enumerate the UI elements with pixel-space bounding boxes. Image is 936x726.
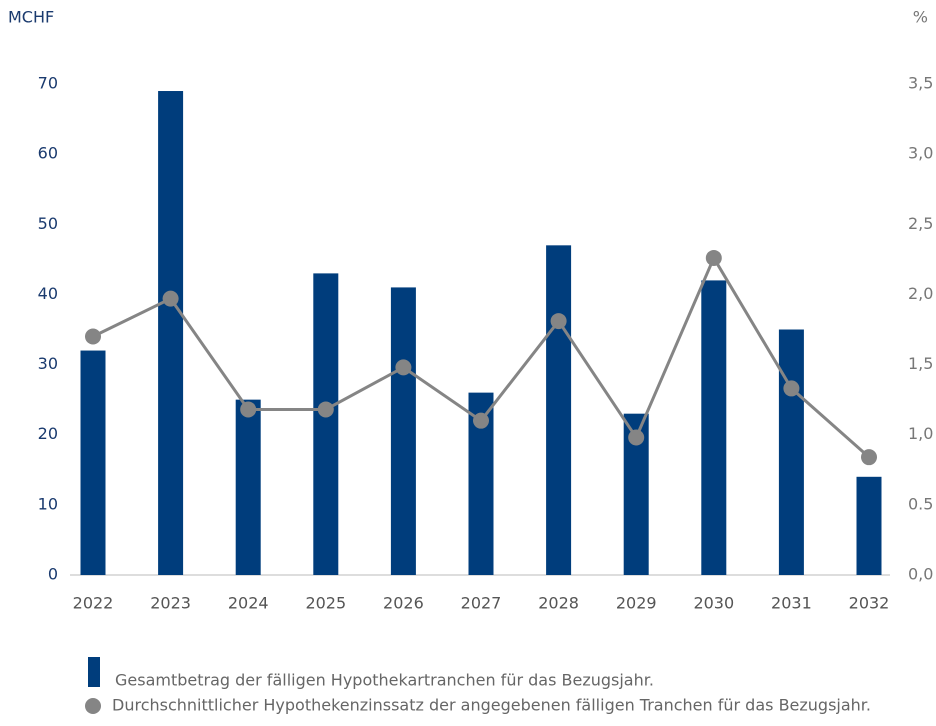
y2-tick-label: 0.5 (908, 494, 933, 513)
bar (856, 476, 882, 575)
point (473, 412, 489, 429)
bar (701, 280, 727, 575)
y-tick-label: 60 (38, 144, 58, 163)
point (395, 359, 412, 376)
point (317, 401, 334, 418)
y-tick-label: 50 (38, 214, 58, 233)
x-tick-label: 2026 (383, 594, 424, 613)
x-tick-label: 2031 (771, 594, 812, 613)
bar (778, 329, 804, 575)
point (162, 290, 179, 307)
point (783, 380, 800, 397)
bar (313, 273, 339, 575)
y-tick-label: 30 (38, 354, 58, 373)
x-tick-label: 2023 (150, 594, 191, 613)
x-tick-label: 2029 (616, 594, 657, 613)
x-tick-label: 2028 (538, 594, 579, 613)
legend-swatch (85, 698, 101, 714)
y2-tick-label: 3,0 (908, 144, 933, 163)
y-tick-label: 40 (38, 284, 58, 303)
bar (158, 91, 184, 575)
y-tick-label: 20 (38, 424, 58, 443)
x-tick-label: 2024 (228, 594, 269, 613)
y2-tick-label: 2,0 (908, 284, 933, 303)
x-tick-label: 2030 (693, 594, 734, 613)
x-tick-label: 2025 (305, 594, 346, 613)
y-tick-label: 0 (48, 565, 58, 584)
legend-swatch (88, 657, 100, 687)
point (628, 429, 645, 446)
legend-label: Gesamtbetrag der fälligen Hypothekartran… (115, 671, 654, 690)
bar (546, 245, 572, 576)
x-tick-label: 2022 (73, 594, 114, 613)
y-axis-label: MCHF (8, 8, 54, 27)
y2-tick-label: 2,5 (908, 214, 933, 233)
point (240, 401, 257, 418)
point (861, 449, 877, 466)
point (85, 328, 101, 345)
y2-tick-label: 3,5 (908, 74, 933, 93)
legend-label: Durchschnittlicher Hypothekenzinssatz de… (112, 696, 871, 715)
y2-tick-label: 0,0 (908, 565, 933, 584)
point (550, 313, 567, 330)
y2-tick-label: 1,5 (908, 354, 933, 373)
bar (80, 350, 106, 575)
bar (235, 399, 261, 575)
y-tick-label: 70 (38, 74, 58, 93)
point (705, 249, 722, 266)
x-tick-label: 2027 (461, 594, 502, 613)
bar (390, 287, 416, 575)
y2-tick-label: 1,0 (908, 424, 933, 443)
x-tick-label: 2032 (849, 594, 890, 613)
y2-axis-label: % (913, 8, 928, 27)
y-tick-label: 10 (38, 494, 58, 513)
